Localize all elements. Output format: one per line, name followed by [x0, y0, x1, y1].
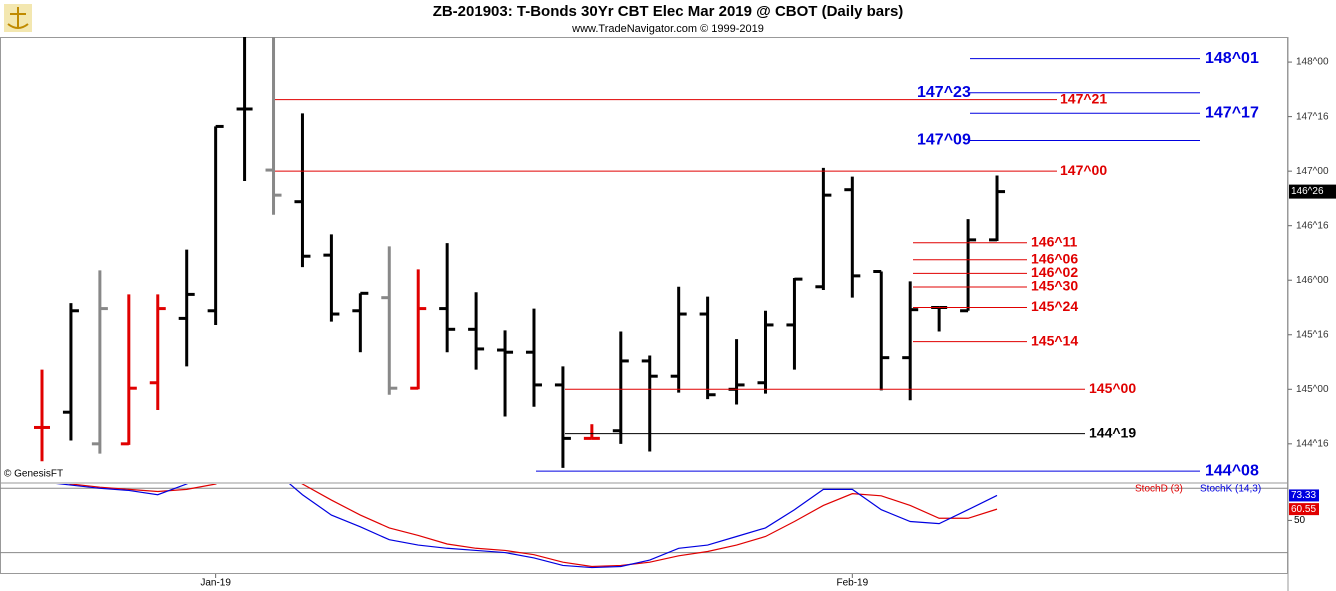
y-tick-label: 148^00 [1296, 57, 1329, 68]
level-label: 145^00 [1089, 380, 1136, 396]
level-label: 144^19 [1089, 424, 1136, 440]
y-tick-label: 145^16 [1296, 329, 1329, 340]
logo [4, 4, 32, 32]
level-label: 145^14 [1031, 332, 1078, 348]
stoch-line [55, 484, 998, 569]
stoch-panel [0, 484, 1288, 569]
price-panel [34, 37, 1006, 468]
level-label: 146^02 [1031, 264, 1078, 280]
level-label: 145^24 [1031, 298, 1078, 314]
level-label: 145^30 [1031, 278, 1078, 294]
y-tick-label: 146^00 [1296, 275, 1329, 286]
annotation: © GenesisFT [4, 469, 63, 480]
level-label: 147^21 [1060, 90, 1107, 106]
overlay: 148^00 147^16 147^00 146^16 146^00 145^16 145^… [200, 50, 1336, 589]
level-label: 144^08 [1205, 462, 1259, 479]
value-box [1289, 503, 1319, 516]
level-label: 146^06 [1031, 250, 1078, 266]
last-price-label: 146^26 [1291, 186, 1324, 197]
y-tick-label: 147^16 [1296, 111, 1329, 122]
x-tick-label: Feb-19 [836, 578, 868, 589]
level-label: 148^01 [1205, 50, 1259, 67]
y-tick-label: 147^00 [1296, 166, 1329, 177]
y-tick-label: 145^00 [1296, 384, 1329, 395]
chart-subtitle: www.TradeNavigator.com © 1999-2019 [571, 23, 764, 35]
value-label: 60.55 [1291, 504, 1316, 515]
legend-entry: StochK (14,3) [1200, 484, 1261, 495]
y-tick-label: 50 [1294, 515, 1306, 526]
y-tick-label: 146^16 [1296, 220, 1329, 231]
level-label: 146^11 [1031, 233, 1078, 249]
value-label: 73.33 [1291, 490, 1316, 501]
value-box [1289, 489, 1319, 502]
level-label: 147^17 [1205, 104, 1259, 121]
level-label: 147^23 [917, 84, 971, 101]
level-label: 147^00 [1060, 162, 1107, 178]
level-label: 147^09 [917, 132, 971, 149]
legend-entry: StochD (3) [1135, 484, 1183, 495]
chart-title: ZB-201903: T-Bonds 30Yr CBT Elec Mar 201… [433, 3, 904, 20]
last-price-box [1289, 184, 1336, 199]
y-tick-label: 144^16 [1296, 438, 1329, 449]
x-tick-label: Jan-19 [200, 578, 231, 589]
stoch-line [68, 484, 998, 568]
